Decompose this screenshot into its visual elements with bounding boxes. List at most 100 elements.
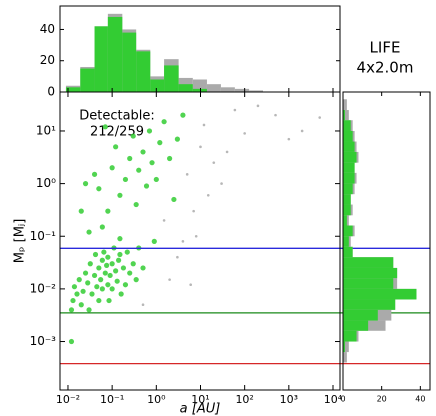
histogram-bar [343,320,369,331]
scatter-point [206,193,210,197]
scatter-point [87,261,93,267]
scatter-point [130,261,136,267]
scatter-point [99,286,105,292]
axes-frame [59,91,341,391]
histogram-bar [343,341,349,353]
histogram-bar [178,84,193,92]
scatter-point [105,208,111,214]
histogram-bar [343,172,355,184]
scatter-point [174,136,180,142]
y-tick-label: 10⁰ [36,176,56,190]
histogram-bar [343,110,349,121]
scatter-point [189,283,192,287]
scatter-point [318,116,322,119]
scatter-point [220,182,223,185]
scatter-point [122,176,129,183]
scatter-point [78,302,84,308]
scatter-point [136,167,142,173]
scatter-point [151,238,157,244]
scatter-point [194,234,198,238]
scatter-point [82,181,89,187]
x-tick-label: 10² [235,393,253,406]
scatter-point [133,277,139,283]
scatter-point [96,297,102,304]
scatter-point [199,145,202,149]
histogram-bar [343,257,394,268]
scatter-point [115,257,122,263]
scatter-point [76,277,82,283]
scatter-point [130,133,136,139]
y-tick-label: 10⁻¹ [30,229,57,243]
x-tick-label: 10³ [280,393,298,406]
scatter-point [109,165,115,171]
scatter-point [113,268,119,274]
y-tick-label: 10⁻² [30,281,57,295]
histogram-bar [343,141,355,152]
histogram-bar [343,278,394,289]
histogram-bar [343,352,347,363]
histogram-bar [343,267,398,279]
scatter-point [117,236,123,242]
scatter-point [107,272,113,279]
histogram-bar [343,120,351,131]
scatter-point [122,282,129,288]
scatter-point [101,249,107,255]
y-tick-label: 40 [40,22,55,36]
histogram-bar [343,236,349,247]
x-tick-label: 10¹ [191,393,209,406]
histogram-bar [343,288,417,300]
histogram-bar [343,299,396,310]
scatter-point [185,173,189,176]
histogram-bar [206,84,221,92]
scatter-point [71,284,78,290]
scatter-point [168,278,171,281]
x-tick-label: 10⁻² [56,393,80,406]
scatter-point [102,124,108,130]
scatter-point [233,108,237,112]
x-axis-label: a [AU] [180,402,221,416]
scatter-point [68,307,75,313]
scatter-point [140,149,146,155]
histogram-bar [150,79,165,92]
scatter-point [106,297,112,304]
x-tick-label: 10⁻¹ [100,393,124,406]
scatter-point [78,208,84,214]
histogram-bar [343,204,351,216]
scatter-point [85,280,91,286]
scatter-point [109,261,115,267]
scatter-point [243,132,246,135]
scatter-point [176,255,179,259]
scatter-point [105,254,111,260]
histogram-bar [343,309,378,321]
scatter-point [82,270,89,276]
x-tick-label: 10⁰ [147,393,166,406]
scatter-point [256,104,260,108]
scatter-point [89,291,95,297]
x-tick-label: 20 [377,395,387,404]
scatter-point [118,291,124,297]
scatter-point [86,307,92,313]
y-tick-label: 10¹ [36,123,56,137]
histogram-bar [122,32,137,92]
scatter-point [68,338,75,345]
scatter-point [120,265,127,271]
scatter-point [99,257,105,263]
scatter-point [102,270,108,276]
histogram-bar [220,87,235,92]
scatter-point [105,282,111,288]
histogram-bar [136,51,151,92]
histogram-bar [343,341,345,353]
scatter-point [124,249,130,255]
scatter-point [300,129,304,133]
histogram-bar [343,110,345,121]
histogram-bar [94,26,108,93]
axes-frame [342,91,431,391]
histogram-bar [234,88,250,92]
scatter-point [74,291,80,297]
scatter-point [157,140,163,146]
scatter-point [127,270,133,276]
scatter-point [181,240,185,243]
scatter-point [117,192,123,198]
annotation: 212/259 [90,125,144,140]
